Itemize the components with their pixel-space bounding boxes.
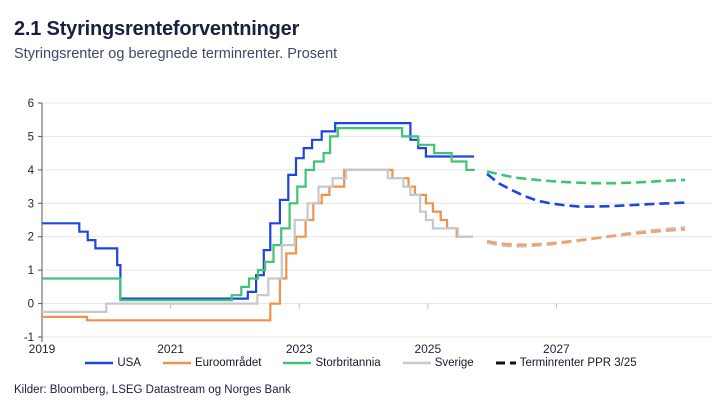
y-tick-label: 4	[28, 165, 35, 177]
legend-item-usa: USA	[85, 357, 141, 369]
y-tick-label: 1	[28, 265, 34, 277]
legend-swatch-euroomradet	[162, 361, 191, 365]
legend-swatch-sverige	[402, 361, 431, 365]
y-tick-label: 5	[28, 131, 34, 143]
series-euroomradet-terminrenter-ppr-3-25	[486, 228, 686, 246]
y-tick-label: 3	[28, 198, 34, 210]
series-storbritannia-terminrenter-ppr-3-25	[486, 170, 686, 185]
y-tick-label: 2	[28, 232, 34, 244]
y-tick-label: 0	[28, 299, 34, 311]
legend-swatch-usa	[85, 361, 114, 365]
series-storbritannia	[42, 127, 475, 302]
series-usa-terminrenter-ppr-3-25	[486, 172, 686, 208]
legend-label: Euroområdet	[194, 357, 262, 369]
legend-swatch-storbritannia	[283, 361, 312, 365]
legend-item-sverige: Sverige	[402, 357, 474, 369]
chart-legend: USA Euroområdet Storbritannia Sverige Termin…	[0, 357, 722, 369]
chart-title: 2.1 Styringsrenteforventninger	[14, 18, 300, 40]
legend-item-euroomradet: Euroområdet	[162, 357, 262, 369]
x-tick-label: 2021	[157, 342, 184, 356]
source-note: Kilder: Bloomberg, LSEG Datastream og No…	[14, 384, 291, 396]
legend-item-terminrenter-ppr-3-25: Terminrenter PPR 3/25	[495, 357, 637, 369]
x-tick-label: 2025	[414, 342, 441, 356]
legend-label: Sverige	[434, 357, 474, 369]
x-tick-label: 2019	[29, 342, 56, 356]
chart-subtitle: Styringsrenter og beregnede terminrenter…	[14, 46, 338, 62]
x-tick-label: 2027	[543, 342, 570, 356]
x-tick-label: 2023	[286, 342, 313, 356]
series-sverige	[42, 168, 473, 313]
legend-label: USA	[117, 357, 141, 369]
series-usa	[42, 122, 475, 300]
legend-label: Terminrenter PPR 3/25	[519, 357, 637, 369]
legend-label: Storbritannia	[315, 357, 381, 369]
y-tick-label: -1	[24, 332, 34, 344]
legend-item-storbritannia: Storbritannia	[283, 357, 381, 369]
legend-swatch-terminrenter-ppr-3-25	[495, 361, 516, 365]
y-tick-label: 6	[28, 98, 34, 110]
